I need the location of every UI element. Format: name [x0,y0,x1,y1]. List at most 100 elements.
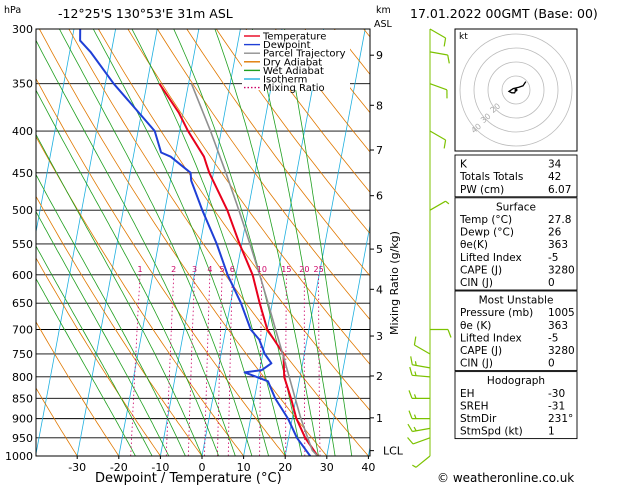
indices-row-value: 42 [548,171,561,183]
wind-barb-staff [414,344,431,355]
pressure-tick-label: 950 [12,432,33,445]
legend-label: Temperature [262,32,326,43]
indices-row-value: 363 [548,239,568,251]
temperature-tick-label: 10 [237,461,251,474]
indices-row-value: -31 [548,400,565,412]
mixing-ratio-tick-label: 3 [192,265,197,274]
mixing-ratio-tick-label: 15 [281,265,291,274]
wind-barb-flag [447,54,450,64]
x-axis-label: Dewpoint / Temperature (°C) [95,471,282,486]
indices-row-value: 0 [548,277,555,289]
indices-row-label: Temp (°C) [459,214,512,226]
indices-section-title: Most Unstable [479,295,554,307]
dry-adiabat-line [127,29,370,365]
wind-barb-halfflag [414,371,417,376]
wet-adiabat-line [36,39,236,456]
legend-label: Dewpoint [263,40,311,51]
credit-text: © weatheronline.co.uk [437,471,574,485]
mixing-ratio-line [187,274,195,456]
legend-item: Mixing Ratio [244,83,325,94]
km-tick-label: 3 [376,330,383,343]
indices-row-value: 34 [548,159,562,171]
isotherm-line [326,223,370,456]
dry-adiabat-line [36,135,244,456]
dry-adiabat-line [36,77,286,456]
legend-item: Dry Adiabat [244,57,322,68]
wind-barb-flag [413,336,417,346]
indices-row-label: CIN (J) [460,358,493,370]
wind-barb-halfflag [414,361,417,366]
indices-row-label: SREH [460,400,489,412]
wind-barb-staff [429,28,446,39]
wind-barb [429,51,450,64]
pressure-tick-label: 800 [12,371,33,384]
wind-barb [407,437,431,445]
indices-row-value: 363 [548,320,568,332]
pressure-tick-label: 500 [12,204,33,217]
temperature-tick-label: 20 [278,461,292,474]
profile-lines [79,29,319,456]
temperature-tick-label: 30 [320,461,334,474]
indices-row-value: 0 [548,358,555,370]
pressure-tick-label: 1000 [5,450,33,463]
isotherm-line [201,29,283,456]
indices-row-label: StmDir [460,413,497,425]
mixing-ratio-line [303,274,306,456]
wind-barb [408,390,430,399]
dewpoint-profile [79,29,312,456]
indices-row-label: Pressure (mb) [460,307,533,319]
km-tick-label: 5 [376,243,383,256]
mixing-ratio-line [285,274,287,456]
pressure-tick-label: 700 [12,324,33,337]
hpa-label: hPa [4,5,21,16]
indices-section-title: Surface [496,201,536,213]
legend-label: Isotherm [263,75,307,86]
isotherm-line [36,29,116,456]
km-tick-label: 4 [376,283,383,296]
mixing-ratio-line [217,274,223,456]
dry-adiabat-line [157,29,370,321]
mixing-ratio-axis-label: Mixing Ratio (g/kg) [388,231,401,335]
km-tick-label: 2 [376,370,383,383]
temperature-tick-label: -10 [151,461,169,474]
parcel-trajectory [190,83,319,456]
wind-barb [413,336,431,355]
wind-barb [410,356,431,369]
wind-barb-staff [412,437,431,445]
wet-adiabat-line [36,133,203,456]
wind-barb-staff [415,455,431,468]
wind-barb [407,423,431,433]
mixing-ratio-line [204,274,211,456]
dry-adiabat-line [36,257,161,456]
dry-adiabat-line [36,387,78,456]
wet-adiabat-line [36,277,136,456]
mixing-ratio-line [227,274,233,456]
asl-label: ASL [374,19,393,30]
indices-row-label: CAPE (J) [460,345,502,357]
legend-box [242,30,350,90]
mixing-ratio-tick-label: 4 [207,265,212,274]
dry-adiabat-line [215,29,370,235]
wet-adiabat-line [36,173,186,456]
wind-barb-halfflag [445,200,450,205]
km-label: km [376,5,391,16]
indices-row-label: EH [460,388,475,400]
wind-barb-staff [412,364,431,369]
indices-row-value: 26 [548,227,562,239]
km-tick-label: 8 [376,99,383,112]
indices-row-value: 6.07 [548,184,571,196]
wind-barb-staff [412,374,431,378]
hodograph-ring [487,61,545,119]
pressure-tick-label: 850 [12,392,33,405]
indices-row-label: Totals Totals [459,171,523,183]
mixing-ratio-tick-label: 1 [137,265,142,274]
hodograph-origin [514,88,518,92]
pressure-tick-label: 900 [12,413,33,426]
datetime-title: 17.01.2022 00GMT (Base: 00) [410,6,598,21]
temperature-tick-label: 0 [199,461,206,474]
pressure-tick-label: 350 [12,78,33,91]
temperature-profile [158,83,319,456]
indices-row-value: 3280 [548,345,575,357]
wet-adiabat-line [36,245,153,456]
